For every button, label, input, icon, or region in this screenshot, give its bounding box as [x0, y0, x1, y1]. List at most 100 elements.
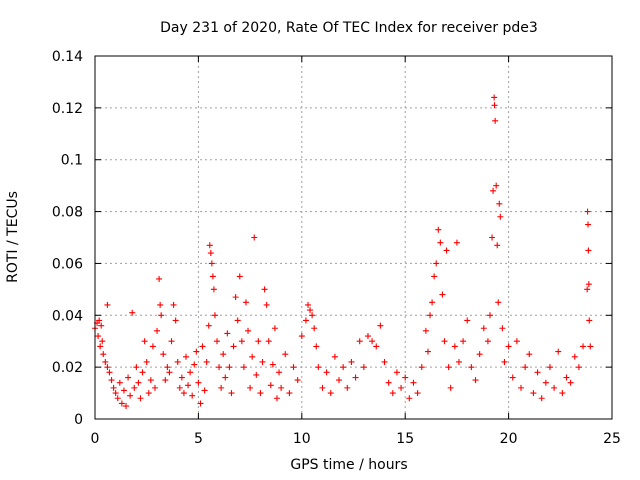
data-point-marker — [587, 343, 594, 350]
data-point-marker — [534, 369, 541, 376]
data-point-marker — [125, 374, 132, 381]
data-point-marker — [447, 384, 454, 391]
data-point-marker — [201, 387, 208, 394]
data-point-marker — [356, 338, 363, 345]
y-tick-label: 0.14 — [52, 49, 83, 65]
data-point-marker — [439, 291, 446, 298]
data-point-marker — [445, 364, 452, 371]
data-point-marker — [489, 234, 496, 241]
data-point-marker — [263, 301, 270, 308]
data-point-marker — [305, 301, 312, 308]
data-point-marker — [468, 364, 475, 371]
data-point-marker — [530, 390, 537, 397]
data-point-marker — [230, 343, 237, 350]
data-point-marker — [114, 395, 121, 402]
x-tick-label: 20 — [500, 431, 518, 447]
data-point-marker — [251, 234, 258, 241]
x-axis-label: GPS time / hours — [290, 457, 407, 473]
data-point-marker — [567, 379, 574, 386]
data-point-marker — [584, 286, 591, 293]
data-point-marker — [501, 358, 508, 365]
data-point-marker — [273, 395, 280, 402]
data-point-marker — [253, 371, 260, 378]
data-point-marker — [336, 377, 343, 384]
data-point-marker — [157, 301, 164, 308]
data-point-marker — [491, 94, 498, 101]
data-point-marker — [402, 374, 409, 381]
data-point-marker — [158, 312, 165, 319]
data-point-marker — [218, 384, 225, 391]
data-point-marker — [206, 242, 213, 249]
y-tick-label: 0.08 — [52, 205, 83, 221]
data-point-marker — [261, 286, 268, 293]
data-point-marker — [464, 317, 471, 324]
data-point-marker — [377, 322, 384, 329]
data-point-marker — [182, 353, 189, 360]
data-point-marker — [267, 382, 274, 389]
data-point-marker — [216, 364, 223, 371]
data-point-marker — [151, 384, 158, 391]
data-point-marker — [476, 351, 483, 358]
data-point-marker — [340, 364, 347, 371]
data-point-marker — [315, 364, 322, 371]
data-point-marker — [185, 382, 192, 389]
data-points — [92, 94, 594, 410]
data-point-marker — [586, 317, 593, 324]
data-point-marker — [228, 390, 235, 397]
data-point-marker — [563, 374, 570, 381]
y-tick-label: 0.12 — [52, 101, 83, 117]
data-point-marker — [398, 384, 405, 391]
data-point-marker — [129, 309, 136, 316]
data-point-marker — [211, 312, 218, 319]
data-point-marker — [290, 364, 297, 371]
data-point-marker — [210, 286, 217, 293]
data-point-marker — [224, 330, 231, 337]
data-point-marker — [472, 377, 479, 384]
data-point-marker — [257, 390, 264, 397]
data-point-marker — [505, 343, 512, 350]
data-point-marker — [389, 390, 396, 397]
data-point-marker — [352, 374, 359, 381]
data-point-marker — [410, 379, 417, 386]
data-point-marker — [480, 325, 487, 332]
data-point-marker — [585, 281, 592, 288]
data-point-marker — [106, 369, 113, 376]
y-tick-label: 0.06 — [52, 256, 83, 272]
data-point-marker — [160, 351, 167, 358]
data-point-marker — [170, 301, 177, 308]
data-point-marker — [189, 392, 196, 399]
data-point-marker — [232, 294, 239, 301]
data-point-marker — [141, 338, 148, 345]
data-point-marker — [249, 353, 256, 360]
data-point-marker — [282, 351, 289, 358]
data-point-marker — [193, 348, 200, 355]
y-axis-label: ROTI / TECUs — [5, 191, 21, 283]
data-point-marker — [131, 384, 138, 391]
data-point-marker — [294, 377, 301, 384]
x-tick-label: 10 — [293, 431, 311, 447]
data-point-marker — [437, 239, 444, 246]
data-point-marker — [344, 384, 351, 391]
data-point-marker — [497, 213, 504, 220]
data-point-marker — [240, 364, 247, 371]
x-tick-label: 0 — [91, 431, 100, 447]
data-point-marker — [207, 250, 214, 257]
data-point-marker — [499, 325, 506, 332]
data-point-marker — [585, 247, 592, 254]
data-point-marker — [331, 353, 338, 360]
data-point-marker — [526, 351, 533, 358]
data-point-marker — [133, 364, 140, 371]
data-point-marker — [178, 374, 185, 381]
data-point-marker — [364, 333, 371, 340]
data-point-marker — [406, 395, 413, 402]
data-point-marker — [166, 369, 173, 376]
y-axis-ticks: 0 0.02 0.04 0.06 0.08 0.1 0.12 0.14 — [52, 49, 612, 428]
data-point-marker — [271, 325, 278, 332]
data-point-marker — [99, 338, 106, 345]
data-point-marker — [424, 348, 431, 355]
data-point-marker — [509, 374, 516, 381]
data-point-marker — [323, 369, 330, 376]
data-point-marker — [327, 390, 334, 397]
data-point-marker — [112, 390, 119, 397]
data-point-marker — [518, 384, 525, 391]
